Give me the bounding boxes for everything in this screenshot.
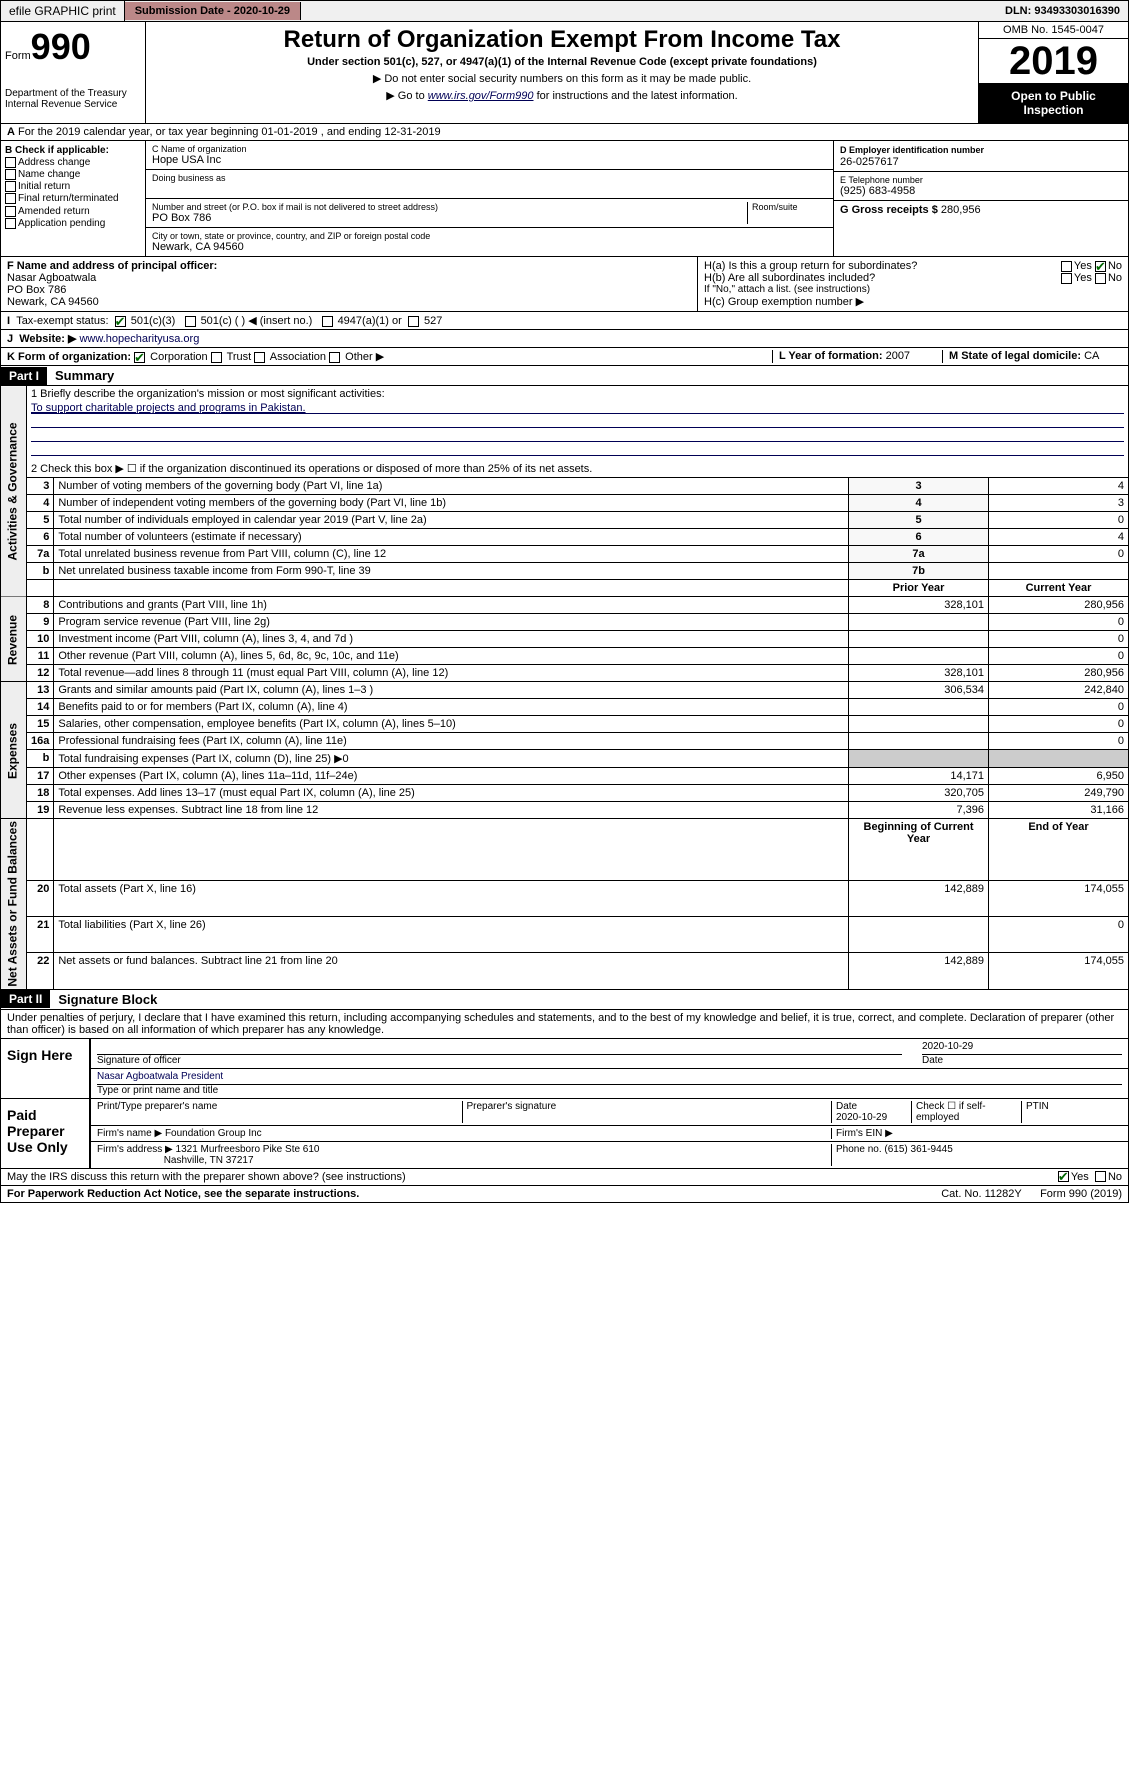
chk-other[interactable] xyxy=(329,352,340,363)
form-header: Form990 Department of the Treasury Inter… xyxy=(0,22,1129,124)
firm-phone: (615) 361-9445 xyxy=(884,1144,952,1155)
chk-discuss-yes[interactable] xyxy=(1058,1171,1069,1182)
org-info-block: B Check if applicable: Address change Na… xyxy=(0,141,1129,257)
org-address: PO Box 786 xyxy=(152,212,747,224)
line-2: 2 Check this box ▶ ☐ if the organization… xyxy=(27,460,1129,478)
telephone: (925) 683-4958 xyxy=(840,185,1122,197)
cat-no: Cat. No. 11282Y xyxy=(941,1188,1022,1200)
sign-date: 2020-10-29 xyxy=(922,1041,1122,1055)
chk-discuss-no[interactable] xyxy=(1095,1171,1106,1182)
officer-name: Nasar Agboatwala xyxy=(7,272,96,284)
chk-hb-yes[interactable] xyxy=(1061,273,1072,284)
open-public-inspection: Open to Public Inspection xyxy=(979,83,1128,123)
box-f: F Name and address of principal officer:… xyxy=(1,257,698,311)
state-domicile: CA xyxy=(1084,350,1099,362)
org-name: Hope USA Inc xyxy=(152,154,827,166)
chk-ha-yes[interactable] xyxy=(1061,261,1072,272)
preparer-date: 2020-10-29 xyxy=(836,1112,887,1123)
website-link[interactable]: www.hopecharityusa.org xyxy=(79,333,199,345)
box-i: I Tax-exempt status: 501(c)(3) 501(c) ( … xyxy=(0,312,1129,330)
part2-header: Part II Signature Block xyxy=(0,990,1129,1010)
perjury-stmt: Under penalties of perjury, I declare th… xyxy=(0,1010,1129,1039)
paid-preparer-block: Paid Preparer Use Only Print/Type prepar… xyxy=(0,1099,1129,1169)
dln-text: DLN: 93493303016390 xyxy=(997,2,1128,20)
form-number: 990 xyxy=(31,26,91,67)
side-expenses: Expenses xyxy=(1,682,27,819)
discuss-line: May the IRS discuss this return with the… xyxy=(0,1169,1129,1186)
chk-501c[interactable] xyxy=(185,316,196,327)
ein-value: 26-0257617 xyxy=(840,156,1122,168)
year-formation: 2007 xyxy=(886,350,910,362)
form-footer: Form 990 (2019) xyxy=(1040,1188,1122,1200)
chk-trust[interactable] xyxy=(211,352,222,363)
firm-addr2: Nashville, TN 37217 xyxy=(164,1155,254,1166)
chk-hb-no[interactable] xyxy=(1095,273,1106,284)
form-prefix: Form xyxy=(5,50,31,62)
footer: For Paperwork Reduction Act Notice, see … xyxy=(0,1186,1129,1203)
sign-here-block: Sign Here Signature of officer2020-10-29… xyxy=(0,1039,1129,1099)
form-title: Return of Organization Exempt From Incom… xyxy=(154,26,970,54)
officer-group-block: F Name and address of principal officer:… xyxy=(0,257,1129,312)
tax-year: 2019 xyxy=(979,39,1128,83)
chk-amended[interactable]: Amended return xyxy=(5,206,141,217)
summary-table: Activities & Governance 1 Briefly descri… xyxy=(0,386,1129,990)
box-c: C Name of organizationHope USA Inc Doing… xyxy=(146,141,833,256)
part1-header: Part I Summary xyxy=(0,366,1129,386)
chk-address-change[interactable]: Address change xyxy=(5,157,141,168)
chk-app-pending[interactable]: Application pending xyxy=(5,218,141,229)
ssn-note: ▶ Do not enter social security numbers o… xyxy=(154,72,970,85)
omb-number: OMB No. 1545-0047 xyxy=(979,22,1128,39)
box-klm: K Form of organization: Corporation Trus… xyxy=(0,348,1129,366)
box-b: B Check if applicable: Address change Na… xyxy=(1,141,146,256)
box-deg: D Employer identification number26-02576… xyxy=(833,141,1128,256)
irs-label: Internal Revenue Service xyxy=(5,99,141,110)
submission-date-btn[interactable]: Submission Date - 2020-10-29 xyxy=(125,2,301,20)
officer-signed-name[interactable]: Nasar Agboatwala President xyxy=(97,1071,223,1082)
box-j: J Website: ▶ www.hopecharityusa.org xyxy=(0,330,1129,348)
box-h: H(a) Is this a group return for subordin… xyxy=(698,257,1128,311)
topbar: efile GRAPHIC print Submission Date - 20… xyxy=(0,0,1129,22)
side-governance: Activities & Governance xyxy=(1,386,27,597)
goto-note: ▶ Go to www.irs.gov/Form990 for instruct… xyxy=(154,89,970,102)
chk-final-return[interactable]: Final return/terminated xyxy=(5,193,141,204)
gross-receipts: 280,956 xyxy=(941,204,981,216)
chk-corp[interactable] xyxy=(134,352,145,363)
side-revenue: Revenue xyxy=(1,597,27,682)
chk-name-change[interactable]: Name change xyxy=(5,169,141,180)
irs-form990-link[interactable]: www.irs.gov/Form990 xyxy=(428,90,534,102)
chk-527[interactable] xyxy=(408,316,419,327)
hdr-mid: Return of Organization Exempt From Incom… xyxy=(146,22,978,123)
chk-501c3[interactable] xyxy=(115,316,126,327)
hdr-left: Form990 Department of the Treasury Inter… xyxy=(1,22,146,123)
efile-label[interactable]: efile GRAPHIC print xyxy=(1,1,125,21)
dept-treasury: Department of the Treasury xyxy=(5,88,141,99)
chk-ha-no[interactable] xyxy=(1095,261,1106,272)
org-city: Newark, CA 94560 xyxy=(152,241,827,253)
firm-name: Foundation Group Inc xyxy=(165,1128,262,1139)
side-netassets: Net Assets or Fund Balances xyxy=(1,819,27,990)
chk-initial-return[interactable]: Initial return xyxy=(5,181,141,192)
hdr-right: OMB No. 1545-0047 2019 Open to Public In… xyxy=(978,22,1128,123)
chk-assoc[interactable] xyxy=(254,352,265,363)
mission-text: To support charitable projects and progr… xyxy=(31,402,1124,414)
chk-4947[interactable] xyxy=(322,316,333,327)
form-subtitle: Under section 501(c), 527, or 4947(a)(1)… xyxy=(154,56,970,68)
firm-addr1: 1321 Murfreesboro Pike Ste 610 xyxy=(176,1144,320,1155)
period-line-a: A For the 2019 calendar year, or tax yea… xyxy=(0,124,1129,141)
